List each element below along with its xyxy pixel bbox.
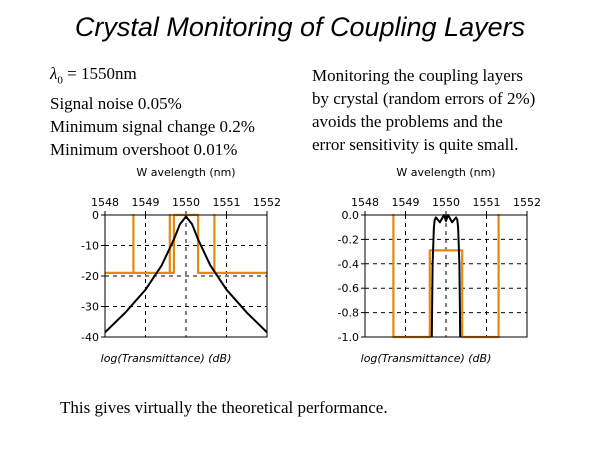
- y-tick-label: -1.0: [338, 331, 359, 344]
- y-tick-label: -40: [81, 331, 99, 344]
- min-overshoot-text: Minimum overshoot 0.01%: [50, 140, 238, 160]
- note-line-2: by crystal (random errors of 2%): [312, 89, 536, 108]
- orange-monitor-curve: [392, 213, 500, 339]
- y-tick-label: -0.2: [338, 233, 359, 246]
- plot-frame: [104, 214, 268, 338]
- right-transmittance-chart: W avelength (nm) 1548 1549 1550 1551 1552 0.0 -…: [338, 166, 541, 365]
- note-line-3: avoids the problems and the: [312, 112, 503, 131]
- x-axis-label: W avelength (nm): [136, 166, 235, 179]
- signal-noise-text: Signal noise 0.05%: [50, 94, 182, 114]
- lambda-symbol: λ: [50, 64, 58, 83]
- x-tick-label: 1550: [172, 196, 200, 209]
- left-transmittance-chart: W avelength (nm) 1548 1549 1550 1551 1552 0 -10…: [81, 166, 281, 365]
- y-tick-label: -10: [81, 240, 99, 253]
- y-tick-label: 0.0: [342, 209, 360, 222]
- parameter-list: λ0 = 1550nm Signal noise 0.05% Minimum s…: [50, 62, 255, 161]
- x-tick-label: 1552: [253, 196, 281, 209]
- min-signal-change-text: Minimum signal change 0.2%: [50, 117, 255, 137]
- y-tick-label: -30: [81, 301, 99, 314]
- orange-monitor-curve: [105, 213, 267, 275]
- note-line-1: Monitoring the coupling layers: [312, 66, 524, 85]
- y-tick-label: -20: [81, 270, 99, 283]
- black-transmittance-curve: [430, 214, 462, 338]
- y-tick-label: -0.4: [338, 258, 359, 271]
- y-tick-label: -0.8: [338, 307, 359, 320]
- x-tick-label: 1551: [213, 196, 241, 209]
- explanation-note: Monitoring the coupling layers by crysta…: [312, 64, 535, 156]
- note-line-4: error sensitivity is quite small.: [312, 135, 519, 154]
- lambda-line: λ0 = 1550nm: [50, 62, 255, 92]
- y-tick-label: 0: [92, 209, 99, 222]
- y-axis-label: log(Transmittance) (dB): [101, 352, 232, 365]
- y-axis-label: log(Transmittance) (dB): [361, 352, 492, 365]
- y-tick-label: -0.6: [338, 282, 359, 295]
- x-tick-label: 1551: [473, 196, 501, 209]
- plot-frame: [364, 214, 528, 338]
- x-tick-label: 1550: [432, 196, 460, 209]
- x-tick-label: 1548: [91, 196, 119, 209]
- x-tick-label: 1549: [132, 196, 160, 209]
- x-tick-label: 1549: [392, 196, 420, 209]
- x-tick-label: 1552: [513, 196, 541, 209]
- slide-title: Crystal Monitoring of Coupling Layers: [74, 12, 526, 42]
- lambda-value: = 1550nm: [62, 64, 137, 83]
- x-axis-label: W avelength (nm): [396, 166, 495, 179]
- lambda-subscript: 0: [57, 74, 63, 87]
- black-transmittance-curve: [104, 215, 268, 334]
- x-tick-label: 1548: [351, 196, 379, 209]
- footer-text: This gives virtually the theoretical per…: [60, 398, 388, 417]
